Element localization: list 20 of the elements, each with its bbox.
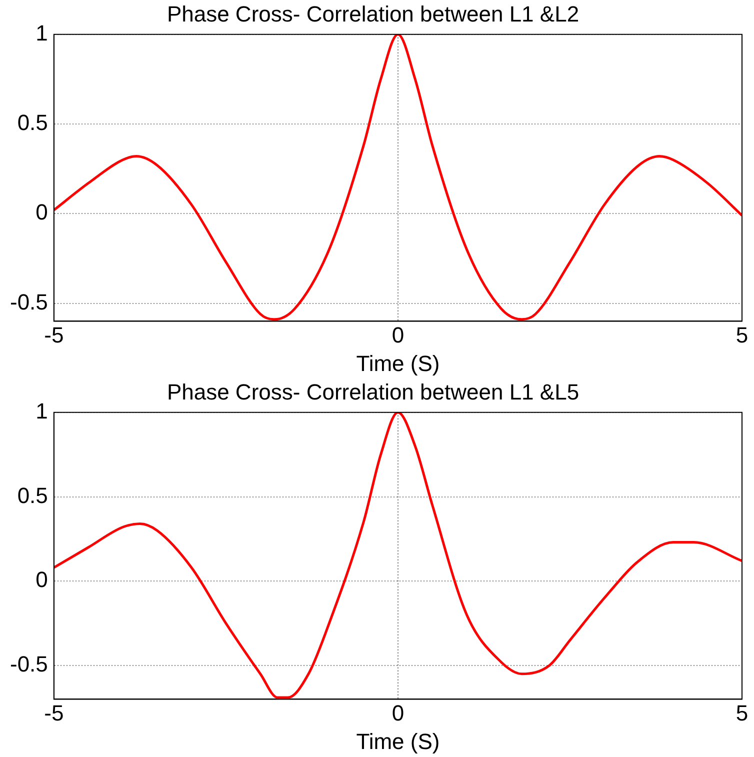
x-tick-label: 5 [736, 322, 748, 348]
line-series [54, 412, 742, 699]
y-tick-label: -0.5 [10, 652, 48, 677]
line-series [54, 34, 742, 321]
y-tick-label: -0.5 [10, 289, 48, 314]
x-tick-label: -5 [44, 322, 64, 348]
x-axis-title: Time (S) [356, 350, 440, 376]
y-tick-label: 0.5 [17, 482, 48, 508]
y-tick-label: 0 [36, 567, 48, 592]
chart-title: Phase Cross- Correlation between L1 &L2 [166, 1, 580, 26]
y-tick-label: 0 [36, 200, 48, 225]
x-tick-label: 0 [392, 322, 404, 348]
chart-title: Phase Cross- Correlation between L1 &L5 [166, 379, 580, 404]
y-tick-label: 1 [36, 20, 48, 46]
x-tick-label: -5 [44, 700, 64, 726]
x-tick-label: 0 [392, 700, 404, 726]
y-tick-label: 1 [36, 398, 48, 424]
x-axis-title: Time (S) [356, 728, 440, 754]
x-tick-label: 5 [736, 700, 748, 726]
y-tick-label: 0.5 [17, 110, 48, 136]
